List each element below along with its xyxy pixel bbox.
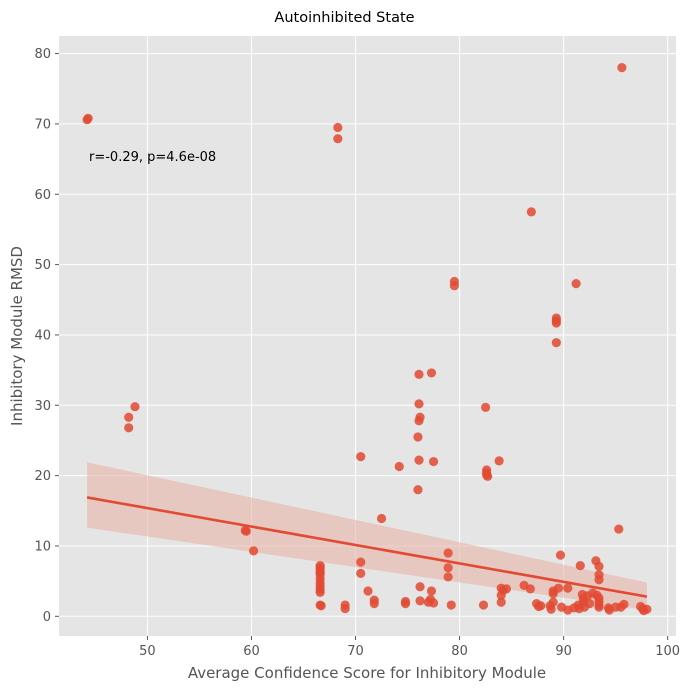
scatter-point [363, 586, 373, 596]
scatter-point [400, 599, 411, 609]
scatter-point [443, 548, 453, 558]
scatter-point [356, 557, 366, 567]
scatter-point [548, 597, 558, 607]
scatter-point [446, 600, 456, 610]
x-axis-label: Average Confidence Score for Inhibitory … [188, 664, 546, 682]
scatter-point [480, 402, 491, 412]
scatter-point [426, 586, 437, 596]
scatter-point [428, 598, 439, 608]
y-tick-label: 10 [34, 539, 51, 554]
scatter-point [594, 602, 604, 612]
scatter-point [617, 63, 627, 73]
scatter-point [414, 369, 424, 379]
regression-layer [86, 496, 648, 598]
y-tick-label: 80 [34, 47, 51, 62]
x-tick-label: 100 [655, 644, 680, 659]
scatter-point [316, 601, 326, 611]
y-axis-label: Inhibitory Module RMSD [8, 246, 26, 426]
chart-title: Autoinhibited State [274, 10, 414, 26]
regression-line [86, 496, 648, 598]
scatter-point [496, 597, 506, 607]
y-tick-label: 70 [34, 117, 51, 132]
x-tick-label: 50 [139, 644, 156, 659]
y-tick-label: 50 [34, 258, 51, 273]
scatter-point [315, 587, 325, 597]
scatter-point [413, 432, 423, 442]
scatter-point [426, 368, 437, 378]
scatter-point [478, 600, 489, 610]
scatter-point [124, 423, 134, 433]
scatter-point [594, 575, 604, 585]
scatter-point [414, 416, 424, 426]
scatter-point [571, 278, 581, 289]
scatter-point [619, 599, 629, 609]
scatter-point [483, 471, 493, 481]
scatter-point [356, 568, 366, 578]
scatter-point [428, 456, 439, 467]
scatter-point [594, 561, 604, 571]
scatter-point [340, 603, 350, 614]
scatter-point [551, 318, 561, 328]
y-tick-label: 30 [34, 399, 51, 414]
scatter-point [333, 134, 343, 144]
x-tick-label: 60 [243, 644, 260, 659]
scatter-point [130, 402, 140, 412]
scatter-point [494, 456, 504, 466]
scatter-point [414, 455, 424, 465]
scatter-point [585, 599, 595, 609]
scatter-point [443, 563, 453, 573]
data-points [82, 63, 652, 616]
scatter-point [415, 596, 425, 606]
scatter-point [551, 338, 561, 348]
y-tick-label: 40 [34, 328, 51, 343]
x-tick-label: 90 [555, 644, 572, 659]
scatter-point [536, 601, 546, 611]
scatter-point [124, 412, 134, 422]
scatter-point [449, 281, 459, 291]
scatter-point [546, 604, 556, 614]
correlation-annotation: r=-0.29, p=4.6e-08 [89, 150, 216, 165]
scatter-point [83, 113, 93, 123]
scatter-point [333, 122, 343, 133]
scatter-point [415, 582, 425, 592]
scatter-point [248, 546, 259, 556]
scatter-point [369, 599, 379, 609]
scatter-point [642, 604, 652, 614]
scatter-point [575, 561, 585, 571]
scatter-point [553, 583, 564, 593]
scatter-point [496, 590, 506, 600]
scatter-point [376, 513, 387, 524]
x-axis-ticks: 50 60 70 80 90 100 [139, 636, 680, 659]
y-tick-label: 20 [34, 469, 51, 484]
scatter-point [555, 550, 566, 560]
scatter-point [563, 583, 573, 593]
y-tick-label: 0 [43, 610, 51, 625]
scatter-point [443, 572, 453, 582]
scatter-point [614, 524, 624, 534]
grid-lines [59, 36, 676, 636]
scatter-point [501, 584, 512, 594]
scatter-point [525, 584, 535, 594]
y-axis-ticks: 0 10 20 30 40 50 60 70 80 [34, 47, 59, 625]
y-tick-label: 60 [34, 188, 51, 203]
scatter-point [526, 207, 536, 217]
scatter-point [356, 452, 366, 462]
scatter-point [241, 526, 251, 536]
x-tick-label: 70 [347, 644, 364, 659]
scatter-point [413, 485, 423, 495]
scatter-point [394, 461, 404, 472]
scatter-point [414, 399, 424, 409]
x-tick-label: 80 [451, 644, 468, 659]
